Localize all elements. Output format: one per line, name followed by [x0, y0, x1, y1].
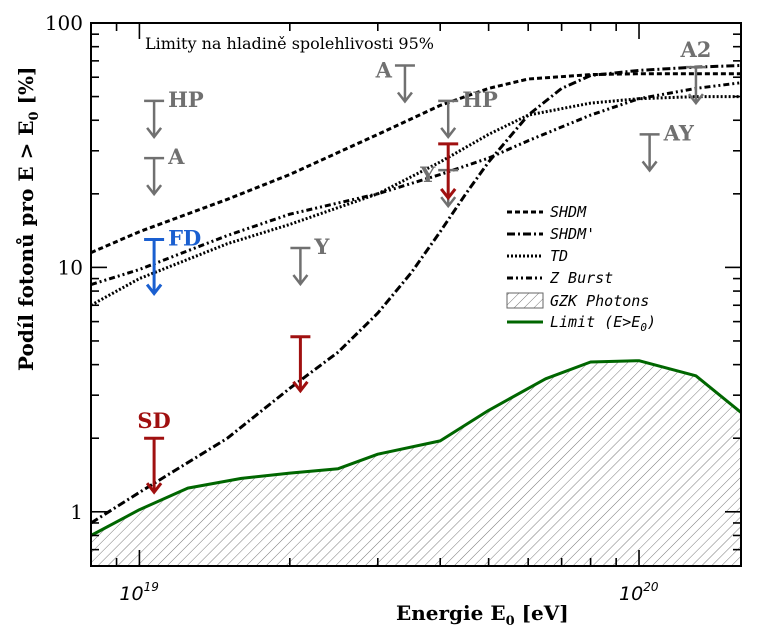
series-line-z-burst	[91, 81, 741, 287]
legend-label: GZK Photons	[550, 292, 649, 310]
series-line-shdm	[91, 64, 741, 525]
legend-item: GZK Photons	[506, 292, 649, 310]
x-axis-title: Energie E0 [eV]	[396, 601, 569, 629]
axis-ticks	[90, 22, 741, 567]
plot-frame	[90, 22, 742, 567]
legend-label: Limit (E>E0)	[550, 313, 656, 334]
upper-limit-marker: HP	[438, 87, 498, 139]
upper-limit-marker: SD	[137, 408, 171, 495]
limit-label: Y	[313, 234, 330, 259]
legend-swatch	[506, 292, 544, 309]
legend-item: SHDM	[507, 203, 587, 221]
limit-arrowhead	[145, 482, 163, 495]
legend-label: Z Burst	[549, 269, 613, 287]
limit-label: SD	[137, 408, 170, 433]
legend-item: Limit (E>E0)	[507, 313, 656, 334]
legend-label: SHDM'	[550, 225, 595, 243]
legend-item: Z Burst	[507, 269, 613, 287]
y-tick-label: 10	[58, 255, 83, 279]
y-tick-label: 100	[45, 11, 83, 35]
limit-arrowhead	[440, 196, 457, 209]
tick-labels: 1019 1020 1 10 100	[45, 11, 659, 605]
series-line-td	[91, 95, 741, 307]
upper-limit-marker: Y	[290, 234, 330, 287]
x-tick-label: 1020	[619, 580, 659, 605]
chart-title: Limity na hladině spolehlivosti 95%	[145, 34, 434, 53]
upper-limit-marker: A	[144, 144, 185, 197]
series-line-shdm	[91, 72, 741, 254]
upper-limit-marker: Y	[419, 162, 459, 209]
limit-arrowhead	[292, 380, 309, 394]
upper-limit-marker	[438, 142, 459, 201]
limit-label: Y	[419, 162, 436, 187]
gzk-photons-area	[91, 360, 741, 566]
limit-line	[91, 359, 741, 537]
limit-arrowhead	[145, 283, 163, 296]
y-axis-title: Podíl fotonů pro E > E0 [%]	[14, 67, 42, 372]
plot-area	[91, 64, 741, 566]
limit-arrowhead	[440, 188, 457, 201]
upper-limit-marker: A	[375, 58, 415, 104]
limit-arrowhead	[146, 184, 163, 197]
limit-label: HP	[462, 87, 498, 112]
limit-arrowhead	[292, 274, 309, 287]
upper-limit-marker	[290, 335, 311, 394]
upper-limit-marker: HP	[144, 87, 204, 139]
upper-limit-marker: FD	[144, 226, 201, 296]
limit-label: HP	[168, 87, 204, 112]
y-tick-label: 1	[70, 500, 83, 524]
limit-label: AY	[663, 120, 695, 145]
limit-label: A2	[679, 37, 711, 62]
upper-limit-marker: AY	[639, 120, 695, 173]
legend-label: SHDM	[550, 203, 587, 221]
legend: SHDM SHDM' TD Z Burst GZK Photons Limit (E>E0…	[506, 203, 656, 334]
legend-item: TD	[507, 247, 568, 265]
limit-label: A	[375, 58, 393, 83]
limit-label: FD	[168, 226, 201, 251]
legend-label: TD	[550, 247, 568, 265]
limit-arrowhead	[687, 93, 704, 106]
limit-arrowhead	[440, 127, 457, 139]
limit-arrowhead	[146, 127, 163, 139]
upper-limit-marker: A2	[679, 37, 711, 106]
upper-limit-markers: HP A FD SD Y A HP Y AY A2	[137, 37, 711, 495]
limit-label: A	[167, 144, 185, 169]
x-tick-label: 1019	[119, 580, 158, 605]
limit-arrowhead	[641, 160, 658, 173]
limit-arrowhead	[396, 91, 413, 104]
legend-item: SHDM'	[507, 225, 595, 243]
